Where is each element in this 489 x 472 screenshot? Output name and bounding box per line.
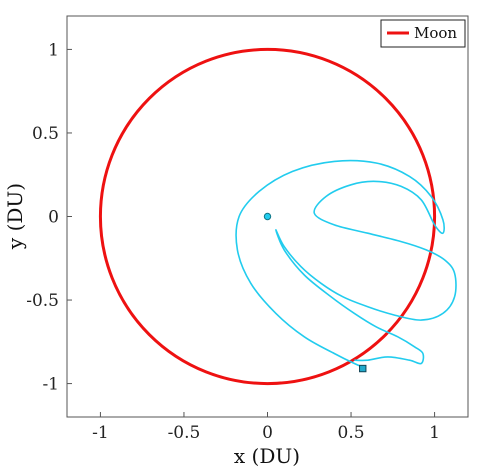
y-tick-label: -0.5 <box>26 291 59 311</box>
end-marker <box>359 364 367 373</box>
start-marker <box>263 212 272 221</box>
moon-circle <box>98 47 437 386</box>
x-tick-label: 1 <box>429 423 440 443</box>
y-tick-label: -1 <box>42 375 59 395</box>
y-tick-label: 0 <box>48 208 59 228</box>
legend: Moon <box>380 19 466 48</box>
x-tick-label: -0.5 <box>168 423 201 443</box>
y-tick-label: 1 <box>48 40 59 60</box>
x-tick-label: -1 <box>92 423 109 443</box>
y-tick-label: 0.5 <box>32 124 59 144</box>
y-axis-label: y (DU) <box>3 183 27 250</box>
chart-marks <box>98 47 457 386</box>
x-tick-label: 0.5 <box>338 423 365 443</box>
x-axis-label: x (DU) <box>234 444 300 468</box>
legend-label-moon: Moon <box>414 24 457 42</box>
trajectory-line <box>235 159 457 368</box>
axis-ticks: -1 -0.5 0 0.5 1 -1 -0.5 0 0.5 1 <box>26 40 440 443</box>
x-tick-label: 0 <box>262 423 273 443</box>
